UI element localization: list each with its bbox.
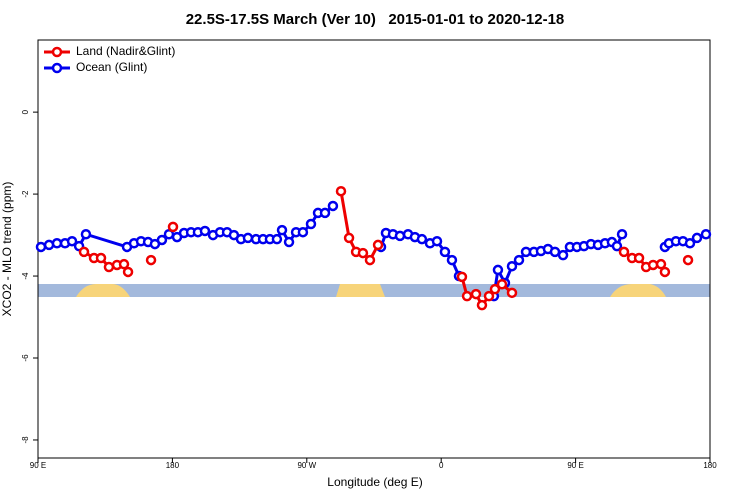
data-point xyxy=(327,200,339,212)
data-point xyxy=(319,207,331,219)
data-point xyxy=(618,246,630,258)
data-point xyxy=(357,247,369,259)
data-point xyxy=(156,234,168,246)
data-point xyxy=(431,235,443,247)
data-point xyxy=(446,254,458,266)
x-tick-label: 0 xyxy=(439,461,444,470)
x-tick-label: 90 E xyxy=(567,461,583,470)
data-point xyxy=(655,258,667,270)
data-point xyxy=(476,299,488,311)
data-point xyxy=(461,290,473,302)
data-point xyxy=(297,226,309,238)
data-point xyxy=(199,225,211,237)
legend: Land (Nadir&Glint) Ocean (Glint) xyxy=(44,44,175,74)
data-point xyxy=(122,266,134,278)
x-tick-label: 90 E xyxy=(30,461,46,470)
data-point xyxy=(78,246,90,258)
data-point xyxy=(364,254,376,266)
y-tick-label: 0 xyxy=(21,109,30,114)
data-point xyxy=(66,235,78,247)
y-tick-label: -8 xyxy=(21,436,30,444)
data-point xyxy=(483,290,495,302)
data-point xyxy=(492,264,504,276)
x-tick-label: 180 xyxy=(166,461,180,470)
y-tick-label: -6 xyxy=(21,354,30,362)
data-point xyxy=(343,232,355,244)
chart-title: 22.5S-17.5S March (Ver 10) 2015-01-01 to… xyxy=(186,11,565,28)
data-point xyxy=(682,254,694,266)
data-point xyxy=(416,233,428,245)
data-point xyxy=(242,232,254,244)
land-patch xyxy=(76,284,130,297)
data-point xyxy=(167,221,179,233)
y-tick-label: -2 xyxy=(21,190,30,198)
data-point xyxy=(271,233,283,245)
data-point xyxy=(557,249,569,261)
data-point xyxy=(118,258,130,270)
data-point xyxy=(95,252,107,264)
data-point xyxy=(439,246,451,258)
data-point xyxy=(506,287,518,299)
land-patch xyxy=(336,284,385,297)
data-point xyxy=(489,283,501,295)
data-point xyxy=(335,185,347,197)
x-tick-label: 90 W xyxy=(297,461,316,470)
data-point xyxy=(691,232,703,244)
x-axis-label: Longitude (deg E) xyxy=(327,475,422,489)
land-ocean-band xyxy=(38,284,710,297)
data-point xyxy=(616,228,628,240)
data-point xyxy=(51,238,63,249)
data-point xyxy=(470,288,482,300)
data-point xyxy=(506,260,518,272)
y-tick-label: -4 xyxy=(21,272,30,280)
data-point xyxy=(35,241,47,253)
data-point xyxy=(633,252,645,264)
data-point xyxy=(456,271,468,283)
data-point xyxy=(80,228,92,240)
data-point xyxy=(394,230,406,242)
data-point xyxy=(496,278,508,290)
data-point xyxy=(283,236,295,248)
plot-frame xyxy=(37,39,711,459)
legend-label: Land (Nadir&Glint) xyxy=(76,44,175,58)
data-point xyxy=(549,246,561,258)
x-tick-label: 180 xyxy=(703,461,717,470)
data-point xyxy=(372,239,384,251)
data-point xyxy=(611,240,623,252)
land-patch xyxy=(610,284,666,297)
data-point xyxy=(276,224,288,236)
legend-marker xyxy=(51,62,63,74)
legend-marker xyxy=(51,46,63,58)
data-point xyxy=(145,254,157,266)
y-axis-label: XCO2 - MLO trend (ppm) xyxy=(0,182,14,317)
data-point xyxy=(513,254,525,266)
data-point xyxy=(659,266,671,278)
data-point xyxy=(305,218,317,230)
data-point xyxy=(103,261,115,273)
data-point xyxy=(684,238,696,249)
data-point xyxy=(700,228,712,240)
legend-label: Ocean (Glint) xyxy=(76,60,147,74)
